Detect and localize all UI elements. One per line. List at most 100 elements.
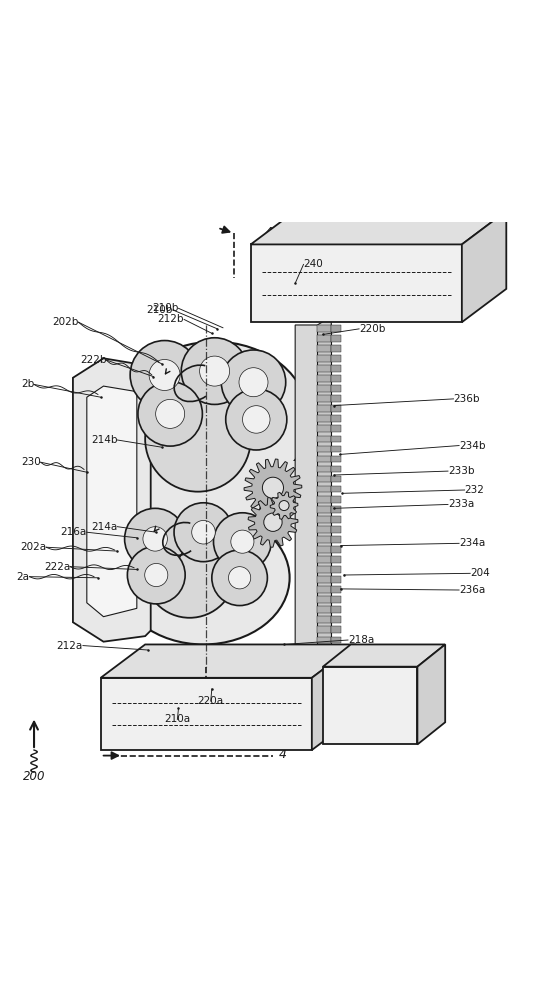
Bar bbox=[317, 647, 331, 653]
Text: 202a: 202a bbox=[20, 542, 46, 552]
Bar bbox=[331, 436, 341, 442]
Polygon shape bbox=[101, 644, 356, 678]
Bar bbox=[331, 405, 341, 412]
Circle shape bbox=[181, 338, 248, 404]
Bar bbox=[317, 355, 331, 362]
Bar bbox=[331, 637, 341, 643]
Circle shape bbox=[145, 563, 168, 587]
Text: 234b: 234b bbox=[459, 441, 486, 451]
Circle shape bbox=[199, 356, 229, 386]
Text: 232: 232 bbox=[465, 485, 485, 495]
Text: 216a: 216a bbox=[61, 527, 87, 537]
Bar bbox=[317, 385, 331, 392]
Text: 214a: 214a bbox=[91, 522, 118, 532]
Text: 212b: 212b bbox=[158, 314, 184, 324]
Text: 200: 200 bbox=[23, 770, 45, 783]
Text: 234a: 234a bbox=[459, 538, 485, 548]
Polygon shape bbox=[251, 244, 462, 322]
Circle shape bbox=[144, 527, 235, 618]
Polygon shape bbox=[251, 211, 506, 244]
Circle shape bbox=[213, 513, 271, 571]
Bar bbox=[317, 637, 331, 643]
Bar bbox=[331, 365, 341, 372]
Polygon shape bbox=[120, 461, 295, 533]
Bar bbox=[317, 596, 331, 603]
Polygon shape bbox=[323, 667, 417, 744]
Bar bbox=[317, 516, 331, 523]
Circle shape bbox=[143, 527, 167, 551]
Bar bbox=[317, 576, 331, 583]
Bar bbox=[331, 446, 341, 452]
Bar bbox=[317, 456, 331, 462]
Text: 230: 230 bbox=[21, 457, 41, 467]
Text: 233b: 233b bbox=[448, 466, 475, 476]
Bar bbox=[331, 556, 341, 563]
Bar bbox=[331, 325, 341, 332]
Text: 210b: 210b bbox=[146, 305, 173, 315]
Circle shape bbox=[138, 382, 202, 446]
Bar bbox=[317, 586, 331, 593]
Polygon shape bbox=[248, 497, 298, 547]
Circle shape bbox=[264, 513, 282, 531]
Circle shape bbox=[228, 567, 251, 589]
Bar bbox=[331, 395, 341, 402]
Bar bbox=[317, 446, 331, 452]
Text: 236a: 236a bbox=[459, 585, 485, 595]
Bar bbox=[317, 415, 331, 422]
Circle shape bbox=[155, 399, 185, 428]
Bar bbox=[317, 365, 331, 372]
Circle shape bbox=[242, 406, 270, 433]
Bar bbox=[331, 345, 341, 352]
Bar bbox=[317, 626, 331, 633]
Bar bbox=[331, 385, 341, 392]
Polygon shape bbox=[244, 459, 302, 517]
Circle shape bbox=[130, 341, 199, 409]
Text: 2a: 2a bbox=[17, 572, 30, 582]
Bar bbox=[331, 355, 341, 362]
Text: 222b: 222b bbox=[80, 355, 106, 365]
Circle shape bbox=[125, 508, 185, 569]
Bar bbox=[331, 536, 341, 543]
Bar bbox=[317, 375, 331, 382]
Text: 220b: 220b bbox=[359, 324, 385, 334]
Ellipse shape bbox=[118, 511, 290, 644]
Text: 220a: 220a bbox=[198, 696, 224, 706]
Circle shape bbox=[279, 501, 289, 511]
Text: 210a: 210a bbox=[164, 714, 190, 724]
Polygon shape bbox=[295, 317, 331, 672]
Polygon shape bbox=[417, 644, 445, 744]
Bar bbox=[317, 526, 331, 533]
Bar bbox=[317, 546, 331, 553]
Circle shape bbox=[149, 359, 180, 390]
Text: 4: 4 bbox=[265, 226, 272, 239]
Circle shape bbox=[145, 386, 251, 492]
Polygon shape bbox=[270, 492, 298, 519]
Text: 2b: 2b bbox=[21, 379, 34, 389]
Text: 214b: 214b bbox=[91, 435, 118, 445]
Circle shape bbox=[262, 477, 284, 498]
Text: 204: 204 bbox=[470, 568, 490, 578]
Bar bbox=[317, 566, 331, 573]
Polygon shape bbox=[312, 644, 356, 750]
Text: 240: 240 bbox=[304, 259, 323, 269]
Bar bbox=[331, 647, 341, 653]
Bar bbox=[317, 496, 331, 503]
Bar bbox=[317, 395, 331, 402]
Bar bbox=[331, 335, 341, 342]
Text: 4: 4 bbox=[278, 748, 286, 761]
Bar bbox=[317, 657, 331, 663]
Bar bbox=[331, 606, 341, 613]
Bar bbox=[331, 586, 341, 593]
Bar bbox=[331, 616, 341, 623]
Circle shape bbox=[231, 530, 254, 553]
Circle shape bbox=[174, 503, 233, 562]
Circle shape bbox=[128, 546, 185, 604]
Text: 233a: 233a bbox=[448, 499, 474, 509]
Polygon shape bbox=[73, 358, 151, 642]
Text: 210b: 210b bbox=[152, 303, 178, 313]
Bar bbox=[331, 596, 341, 603]
Bar bbox=[317, 476, 331, 482]
Bar bbox=[331, 526, 341, 533]
Bar bbox=[317, 536, 331, 543]
Text: 212a: 212a bbox=[57, 641, 83, 651]
